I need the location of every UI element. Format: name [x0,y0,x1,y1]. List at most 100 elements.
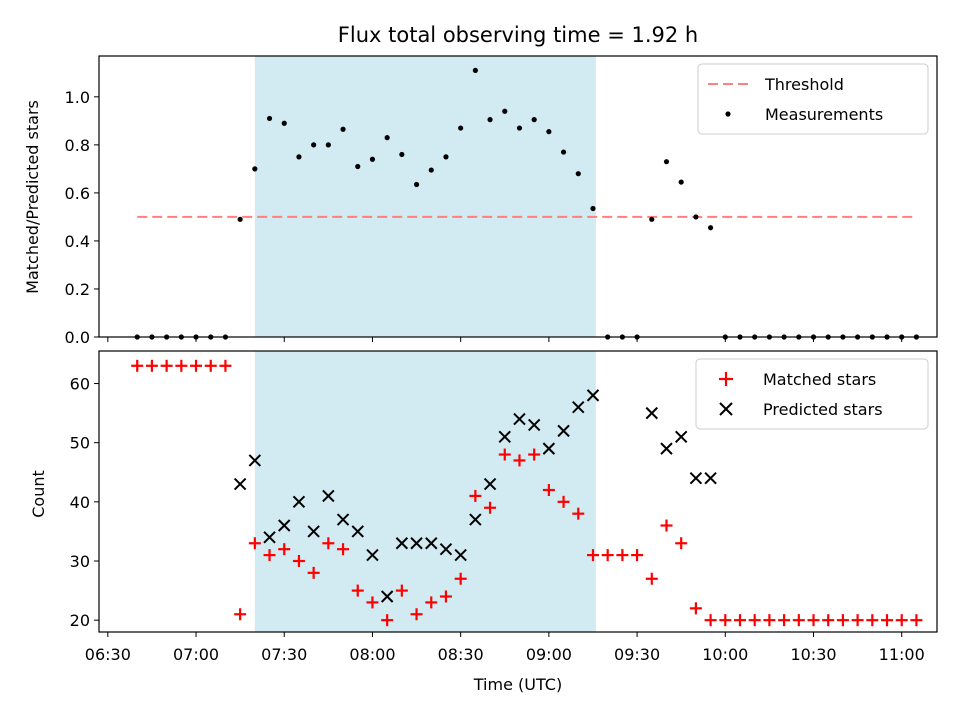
matched-star-marker [190,359,203,372]
predicted-star-marker [439,542,453,556]
measurement-point [560,149,567,155]
matched-star-marker [337,543,350,556]
matched-star-marker [322,537,335,550]
predicted-star-marker [469,513,482,526]
measurement-point [399,151,405,158]
matched-star-marker [866,614,879,627]
ratio-y-axis-label: Matched/Predicted stars [23,100,42,294]
ratio-y-tick-label: 1.0 [65,88,90,107]
matched-star-marker [792,614,805,627]
predicted-star-marker [513,412,526,426]
matched-star-marker [248,537,261,550]
measurement-point [590,205,596,212]
predicted-star-marker [292,495,306,509]
matched-star-marker [601,549,614,562]
matched-star-marker [807,614,820,627]
ratio-y-tick-label: 0.0 [65,328,90,347]
count-x-tick-label: 08:00 [349,645,395,664]
matched-star-marker [425,596,438,609]
count-x-tick-label: 09:00 [526,645,572,664]
measurement-point [443,154,449,160]
ratio-y-tick-label: 0.4 [65,232,90,251]
legend-threshold-label: Threshold [764,75,844,94]
matched-star-marker [234,608,247,621]
matched-star-marker [763,614,776,627]
predicted-star-marker [366,548,379,562]
matched-star-marker [292,555,305,568]
matched-star-marker [381,614,394,627]
count-y-axis-ticks: 20 30 40 50 60 [70,375,99,630]
chart-title: Flux total observing time = 1.92 h [338,23,698,47]
measurement-point [428,167,434,173]
matched-star-marker [454,572,467,585]
matched-star-marker [836,614,849,627]
matched-star-marker [822,614,835,627]
matched-star-marker [778,614,791,627]
measurement-point [252,166,258,172]
matched-star-marker [366,596,379,609]
count-panel: 20 30 40 50 60 06:30 07:00 07:30 08:00 08:30 09:0… [29,350,938,694]
count-x-tick-label: 09:30 [614,645,660,664]
count-y-tick-label: 30 [70,552,90,571]
matched-stars-points [131,359,923,627]
predicted-star-marker [527,418,541,432]
measurement-point [413,181,420,188]
count-y-tick-label: 40 [70,493,90,512]
count-y-axis-label: Count [29,470,48,518]
ratio-y-tick-label: 0.8 [65,136,90,155]
matched-star-marker [160,359,173,372]
matched-star-marker [542,484,555,497]
matched-star-marker [498,448,511,461]
measurement-point [649,216,655,222]
count-x-axis-ticks: 06:30 07:00 07:30 08:00 08:30 09:00 09:30 10:00… [85,632,925,664]
predicted-star-marker [336,513,350,526]
measurement-point [384,135,390,141]
measurement-point [531,117,537,123]
count-y-tick-label: 60 [70,375,90,394]
predicted-star-marker [351,525,364,538]
predicted-star-marker [542,442,556,455]
legend-measurements-swatch [725,111,731,117]
measurement-point [707,225,714,231]
matched-star-marker [263,549,276,562]
measurement-point [340,126,346,132]
measurement-point [487,117,493,123]
predicted-star-marker [557,424,570,438]
predicted-star-marker [233,477,247,491]
count-y-tick-label: 20 [70,611,90,630]
legend-predicted-label: Predicted stars [763,400,883,419]
legend-matched-label: Matched stars [763,370,876,389]
measurement-point [693,214,699,220]
measurement-point [663,159,670,165]
matched-star-marker [307,566,320,579]
predicted-star-marker [454,548,467,562]
measurement-point [678,179,684,185]
predicted-star-marker [263,531,276,544]
predicted-star-marker [586,389,600,402]
matched-star-marker [484,501,497,514]
measurement-point [296,154,302,160]
predicted-star-marker [572,400,585,414]
matched-star-marker [660,519,673,532]
matched-star-marker [910,614,923,627]
count-x-tick-label: 08:30 [438,645,484,664]
count-legend: Matched stars Predicted stars [695,358,929,430]
matched-star-marker [219,359,232,372]
ratio-y-tick-label: 0.2 [65,280,90,299]
legend-predicted-swatch [719,402,733,416]
matched-star-marker [175,359,188,372]
matched-star-marker [675,537,688,550]
matched-star-marker [645,572,658,585]
measurement-point [472,67,478,74]
matched-star-marker [719,614,732,627]
ratio-legend: Threshold Measurements [697,63,929,135]
predicted-star-marker [425,537,438,550]
matched-star-marker [586,549,599,562]
predicted-stars-points [233,389,717,603]
matched-star-marker [704,614,717,627]
count-x-tick-label: 11:00 [879,645,925,664]
matched-star-marker [278,543,291,556]
measurement-point [237,216,243,222]
ratio-panel: 0.0 0.2 0.4 0.6 0.8 1.0 Matched/Predicted sta… [23,55,938,347]
